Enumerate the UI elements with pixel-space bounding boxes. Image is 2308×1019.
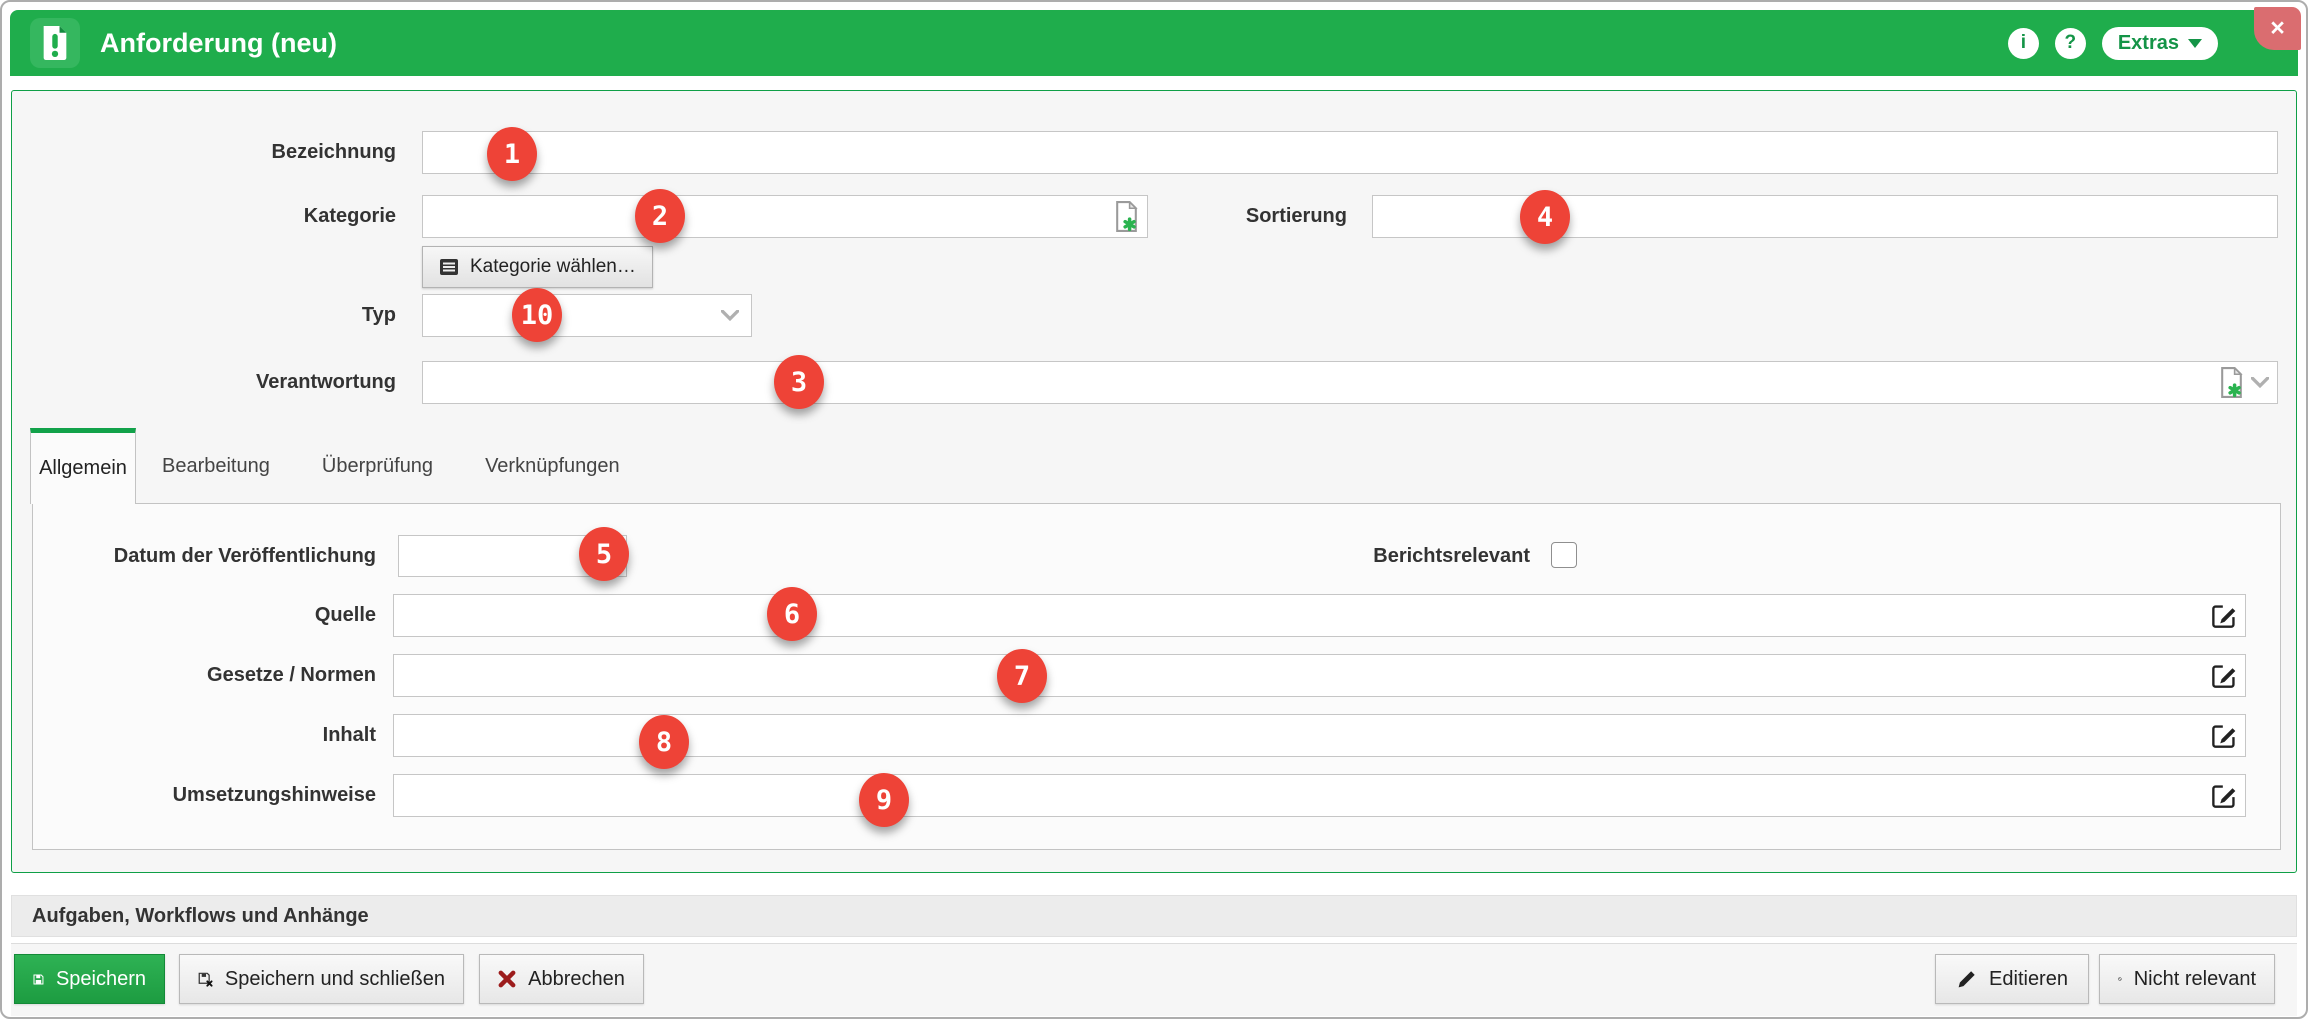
speichern-button[interactable]: Speichern xyxy=(14,954,165,1004)
info-button[interactable]: i xyxy=(2007,27,2039,59)
verantwortung-input[interactable] xyxy=(422,361,2278,404)
annotation-marker-2: 2 xyxy=(635,189,685,243)
typ-select[interactable] xyxy=(422,294,752,337)
editieren-button[interactable]: Editieren xyxy=(1935,954,2089,1004)
dialog-title: Anforderung (neu) xyxy=(100,27,337,58)
annotation-marker-3: 3 xyxy=(774,355,824,409)
annotation-marker-4: 4 xyxy=(1520,190,1570,244)
umsetzungshinweise-label: Umsetzungshinweise xyxy=(172,784,376,806)
annotation-marker-9: 9 xyxy=(859,773,909,827)
sortierung-input[interactable] xyxy=(1372,195,2278,238)
datum-label: Datum der Veröffentlichung xyxy=(113,545,376,567)
chevron-down-icon xyxy=(2188,38,2202,48)
annotation-marker-8: 8 xyxy=(639,715,689,769)
info-icon: i xyxy=(2020,32,2026,53)
requirement-document-icon xyxy=(30,18,80,68)
extras-button-label: Extras xyxy=(2117,31,2179,54)
gesetze-normen-field-wrap xyxy=(393,654,2246,697)
typ-label: Typ xyxy=(361,304,396,326)
gesetze-normen-label: Gesetze / Normen xyxy=(207,664,376,686)
dialog-header: Anforderung (neu) i ? Extras xyxy=(10,10,2298,76)
sortierung-field-wrap xyxy=(1372,195,2278,238)
edit-icon[interactable] xyxy=(2211,663,2237,689)
abbrechen-label: Abbrechen xyxy=(528,967,625,990)
header-actions: i ? Extras xyxy=(2007,26,2218,60)
form-area: Bezeichnung Kategorie Sortierung xyxy=(11,90,2297,873)
new-document-icon[interactable] xyxy=(2219,367,2244,398)
edit-icon[interactable] xyxy=(2211,783,2237,809)
verantwortung-field-wrap xyxy=(422,361,2278,404)
save-close-icon xyxy=(198,972,213,987)
verantwortung-label: Verantwortung xyxy=(255,371,396,393)
tab-ueberpruefung[interactable]: Überprüfung xyxy=(321,454,434,477)
inhalt-input[interactable] xyxy=(393,714,2246,757)
ban-icon xyxy=(2118,977,2122,981)
edit-icon[interactable] xyxy=(2211,603,2237,629)
annotation-marker-6: 6 xyxy=(767,587,817,641)
umsetzungshinweise-field-wrap xyxy=(393,774,2246,817)
speichern-label: Speichern xyxy=(55,967,146,990)
speichern-und-schliessen-button[interactable]: Speichern und schließen xyxy=(179,954,464,1004)
save-icon xyxy=(33,974,44,984)
kategorie-label: Kategorie xyxy=(303,205,396,227)
bezeichnung-input[interactable] xyxy=(422,131,2278,174)
close-button[interactable]: × xyxy=(2254,7,2301,50)
bezeichnung-field-wrap xyxy=(422,131,2278,174)
tab-panel-allgemein: Datum der Veröffentlichung Berichtsrelev… xyxy=(32,503,2281,850)
berichtsrelevant-checkbox[interactable] xyxy=(1551,542,1577,568)
umsetzungshinweise-input[interactable] xyxy=(393,774,2246,817)
edit-icon[interactable] xyxy=(2211,723,2237,749)
new-document-icon[interactable] xyxy=(1114,201,1139,232)
extras-button[interactable]: Extras xyxy=(2101,26,2218,60)
nicht-relevant-label: Nicht relevant xyxy=(2133,967,2256,990)
kategorie-waehlen-button[interactable]: Kategorie wählen… xyxy=(422,246,653,288)
bezeichnung-label: Bezeichnung xyxy=(271,141,396,163)
annotation-marker-10: 10 xyxy=(512,288,562,342)
tab-verknuepfungen[interactable]: Verknüpfungen xyxy=(485,454,620,477)
quelle-label: Quelle xyxy=(314,604,376,626)
sortierung-label: Sortierung xyxy=(1245,205,1347,227)
close-icon: × xyxy=(2270,14,2285,42)
gesetze-normen-input[interactable] xyxy=(393,654,2246,697)
help-icon: ? xyxy=(2064,32,2077,53)
kategorie-input[interactable] xyxy=(422,195,1148,238)
editieren-label: Editieren xyxy=(1989,967,2068,990)
section-aufgaben-workflows-anhaenge[interactable]: Aufgaben, Workflows und Anhänge xyxy=(11,895,2297,937)
tab-allgemein[interactable]: Allgemein xyxy=(30,428,136,504)
annotation-marker-7: 7 xyxy=(997,649,1047,703)
inhalt-label: Inhalt xyxy=(322,724,376,746)
list-icon xyxy=(440,259,458,275)
chevron-down-icon[interactable] xyxy=(2251,377,2269,388)
tab-bar: Allgemein Bearbeitung Überprüfung Verknü… xyxy=(30,428,646,504)
pencil-icon xyxy=(1958,970,1975,987)
inhalt-field-wrap xyxy=(393,714,2246,757)
abbrechen-button[interactable]: Abbrechen xyxy=(479,954,644,1004)
chevron-down-icon xyxy=(721,310,739,321)
annotation-marker-1: 1 xyxy=(487,127,537,181)
berichtsrelevant-label: Berichtsrelevant xyxy=(1373,545,1530,567)
help-button[interactable]: ? xyxy=(2054,27,2086,59)
kategorie-waehlen-label: Kategorie wählen… xyxy=(470,256,636,277)
quelle-field-wrap xyxy=(393,594,2246,637)
kategorie-field-wrap xyxy=(422,195,1148,238)
quelle-input[interactable] xyxy=(393,594,2246,637)
speichern-und-schliessen-label: Speichern und schließen xyxy=(224,967,445,990)
tab-bearbeitung[interactable]: Bearbeitung xyxy=(162,454,270,477)
document-exclamation-icon xyxy=(43,26,67,60)
nicht-relevant-button[interactable]: Nicht relevant xyxy=(2099,954,2275,1004)
annotation-marker-5: 5 xyxy=(579,527,629,581)
cancel-x-icon xyxy=(498,970,516,988)
